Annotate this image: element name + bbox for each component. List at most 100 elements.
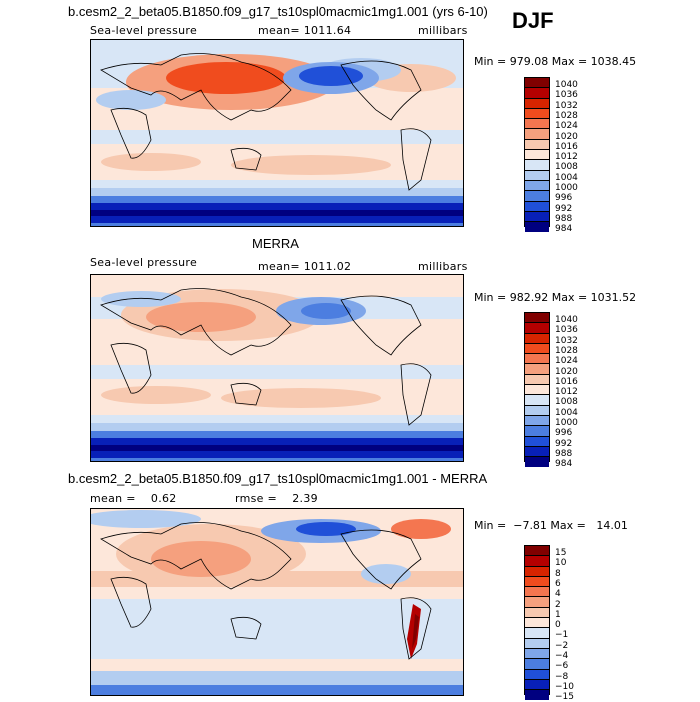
colorbar-cell (525, 222, 549, 232)
colorbar-cell (525, 160, 549, 170)
colorbar-cell (525, 181, 549, 191)
colorbar-label: −1 (555, 630, 568, 640)
colorbar-label: 1008 (555, 162, 578, 172)
panel2-variable: Sea-level pressure (90, 256, 197, 269)
colorbar-cell (525, 649, 549, 659)
season-label: DJF (512, 8, 554, 34)
panel2-minmax: Min = 982.92 Max = 1031.52 (474, 291, 636, 304)
colorbar-label: −6 (555, 661, 568, 671)
colorbar-label: 1040 (555, 315, 578, 325)
colorbar-label: 1032 (555, 101, 578, 111)
colorbar-cell (525, 670, 549, 680)
colorbar-label: 4 (555, 589, 561, 599)
colorbar-label: 1032 (555, 336, 578, 346)
colorbar-label: 1028 (555, 346, 578, 356)
panel1-map-field (91, 40, 463, 226)
panel1-minmax: Min = 979.08 Max = 1038.45 (474, 55, 636, 68)
colorbar-label: 988 (555, 214, 572, 224)
colorbar-label: −4 (555, 651, 568, 661)
colorbar-cell (525, 129, 549, 139)
colorbar-label: 984 (555, 224, 572, 234)
panel1-mean: mean= 1011.64 (258, 24, 351, 37)
colorbar-cell (525, 150, 549, 160)
colorbar-label: 992 (555, 439, 572, 449)
colorbar-cell (525, 212, 549, 222)
colorbar-cell (525, 313, 549, 323)
colorbar-label: 1000 (555, 418, 578, 428)
colorbar-cell (525, 140, 549, 150)
colorbar-label: 1000 (555, 183, 578, 193)
panel1-units: millibars (418, 24, 468, 37)
colorbar-cell (525, 88, 549, 98)
colorbar-cell (525, 99, 549, 109)
panel1-map (90, 39, 464, 227)
colorbar-cell (525, 78, 549, 88)
colorbar-label: 1004 (555, 173, 578, 183)
colorbar-label: 996 (555, 428, 572, 438)
panel2-title: MERRA (252, 236, 299, 251)
colorbar-label: 1012 (555, 387, 578, 397)
colorbar-cell (525, 375, 549, 385)
panel3-map-field (91, 509, 463, 695)
colorbar-cell (525, 659, 549, 669)
colorbar-label: 2 (555, 600, 561, 610)
colorbar-label: 1028 (555, 111, 578, 121)
panel2-map (90, 274, 464, 462)
colorbar-cell (525, 354, 549, 364)
panel2-colorbar (524, 312, 550, 462)
colorbar-label: 1008 (555, 397, 578, 407)
colorbar-cell (525, 597, 549, 607)
panel1-title: b.cesm2_2_beta05.B1850.f09_g17_ts10spl0m… (68, 4, 488, 19)
colorbar-label: 992 (555, 204, 572, 214)
colorbar-label: −8 (555, 672, 568, 682)
colorbar-label: 15 (555, 548, 566, 558)
colorbar-cell (525, 447, 549, 457)
panel3-minmax: Min = −7.81 Max = 14.01 (474, 519, 628, 532)
colorbar-cell (525, 334, 549, 344)
colorbar-label: 1036 (555, 325, 578, 335)
panel3-colorbar (524, 545, 550, 695)
colorbar-label: 1 (555, 610, 561, 620)
colorbar-cell (525, 109, 549, 119)
colorbar-cell (525, 364, 549, 374)
panel1-colorbar (524, 77, 550, 227)
colorbar-cell (525, 437, 549, 447)
panel2-units: millibars (418, 260, 468, 273)
colorbar-label: 6 (555, 579, 561, 589)
colorbar-cell (525, 406, 549, 416)
colorbar-label: 1012 (555, 152, 578, 162)
colorbar-cell (525, 628, 549, 638)
colorbar-cell (525, 416, 549, 426)
colorbar-label: −2 (555, 641, 568, 651)
colorbar-cell (525, 395, 549, 405)
panel3-map (90, 508, 464, 696)
colorbar-label: −10 (555, 682, 574, 692)
colorbar-label: 1020 (555, 132, 578, 142)
colorbar-label: 0 (555, 620, 561, 630)
colorbar-cell (525, 385, 549, 395)
colorbar-label: 1040 (555, 80, 578, 90)
colorbar-cell (525, 546, 549, 556)
colorbar-label: 1024 (555, 356, 578, 366)
colorbar-label: 8 (555, 569, 561, 579)
colorbar-label: −15 (555, 692, 574, 702)
colorbar-label: 984 (555, 459, 572, 469)
colorbar-cell (525, 639, 549, 649)
colorbar-cell (525, 556, 549, 566)
colorbar-label: 1020 (555, 367, 578, 377)
colorbar-cell (525, 618, 549, 628)
colorbar-cell (525, 191, 549, 201)
colorbar-label: 1016 (555, 377, 578, 387)
colorbar-cell (525, 457, 549, 467)
colorbar-label: 1024 (555, 121, 578, 131)
panel3-mean: mean = 0.62 (90, 492, 177, 505)
colorbar-cell (525, 119, 549, 129)
colorbar-cell (525, 577, 549, 587)
colorbar-cell (525, 680, 549, 690)
colorbar-cell (525, 171, 549, 181)
colorbar-cell (525, 608, 549, 618)
colorbar-cell (525, 202, 549, 212)
panel3-title: b.cesm2_2_beta05.B1850.f09_g17_ts10spl0m… (68, 471, 487, 486)
panel1-variable: Sea-level pressure (90, 24, 197, 37)
colorbar-cell (525, 690, 549, 700)
